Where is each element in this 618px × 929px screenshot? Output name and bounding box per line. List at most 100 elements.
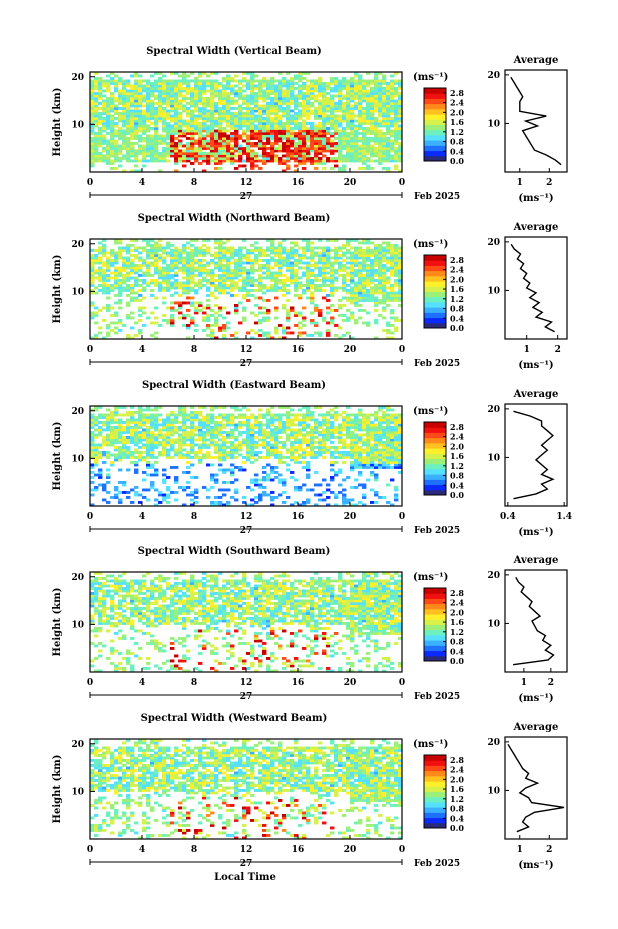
month-label: Feb 2025 xyxy=(414,692,460,702)
colorbar-tick-label: 0.4 xyxy=(450,646,464,656)
average-x-tick-label: 1 xyxy=(521,678,527,688)
average-profile-line xyxy=(513,410,555,500)
colorbar-tick-label: 1.2 xyxy=(450,127,464,137)
average-x-tick-label: 2 xyxy=(555,345,561,355)
average-profile-line xyxy=(510,243,555,333)
x-tick-label: 0 xyxy=(87,845,93,855)
average-x-label: (ms⁻¹) xyxy=(518,193,553,204)
average-title: Average xyxy=(513,55,559,66)
x-tick-label: 8 xyxy=(191,178,197,188)
colorbar-tick-label: 0.8 xyxy=(450,304,464,314)
x-tick-label: 0 xyxy=(87,345,93,355)
colorbar-unit: (ms⁻¹) xyxy=(413,406,448,417)
panel-title: Spectral Width (Southward Beam) xyxy=(138,546,331,557)
y-tick-label: 10 xyxy=(71,454,84,464)
colorbar-tick-label: 0.0 xyxy=(450,823,464,833)
colorbar-tick-label: 1.6 xyxy=(450,284,464,294)
x-tick-label: 0 xyxy=(399,345,405,355)
colorbar-tick-label: 2.4 xyxy=(450,432,464,442)
colorbar-tick-label: 0.8 xyxy=(450,471,464,481)
colorbar-tick-label: 0.0 xyxy=(450,656,464,666)
colorbar-tick-label: 1.2 xyxy=(450,461,464,471)
colorbar-tick-label: 2.4 xyxy=(450,765,464,775)
average-panel: Average 20 10 1 2 (ms⁻¹) xyxy=(487,555,568,704)
colorbar-tick-label: 2.0 xyxy=(450,607,464,617)
average-title: Average xyxy=(513,389,559,400)
colorbar-tick-label: 1.6 xyxy=(450,617,464,627)
average-x-label: (ms⁻¹) xyxy=(518,527,553,538)
colorbar-unit: (ms⁻¹) xyxy=(413,739,448,750)
panel-title: Spectral Width (Westward Beam) xyxy=(141,713,328,724)
colorbar-tick-label: 2.0 xyxy=(450,774,464,784)
average-title: Average xyxy=(513,722,559,733)
y-tick-label: 10 xyxy=(71,787,84,797)
average-y-tick-label: 10 xyxy=(487,286,500,296)
colorbar-tick-label: 0.4 xyxy=(450,813,464,823)
x-tick-label: 16 xyxy=(292,178,305,188)
average-x-label: (ms⁻¹) xyxy=(518,860,553,871)
y-tick-label: 10 xyxy=(71,287,84,297)
x-tick-label: 0 xyxy=(399,512,405,522)
average-x-tick-label: 1.4 xyxy=(556,512,572,522)
colorbar-tick-label: 2.0 xyxy=(450,107,464,117)
x-axis-label: Local Time xyxy=(214,872,276,883)
x-tick-label: 4 xyxy=(139,178,145,188)
x-tick-label: 4 xyxy=(139,512,145,522)
x-tick-label: 20 xyxy=(344,845,357,855)
y-axis-label: Height (km) xyxy=(52,755,63,824)
colorbar-unit: (ms⁻¹) xyxy=(413,72,448,83)
colorbar-tick-label: 0.8 xyxy=(450,137,464,147)
panel-1: Spectral Width (Northward Beam)2010Heigh… xyxy=(52,213,568,371)
average-title: Average xyxy=(513,222,559,233)
x-tick-label: 16 xyxy=(292,512,305,522)
average-x-tick-label: 1 xyxy=(524,345,530,355)
x-tick-label: 12 xyxy=(240,512,253,522)
y-axis-label: Height (km) xyxy=(52,588,63,657)
average-y-tick-label: 20 xyxy=(487,71,500,81)
panel-title: Spectral Width (Northward Beam) xyxy=(138,213,331,224)
colorbar-tick-label: 2.8 xyxy=(450,422,464,432)
x-tick-label: 16 xyxy=(292,345,305,355)
x-tick-label: 0 xyxy=(87,512,93,522)
panel-title: Spectral Width (Vertical Beam) xyxy=(146,46,322,57)
colorbar xyxy=(423,421,447,496)
month-label: Feb 2025 xyxy=(414,192,460,202)
colorbar-tick-label: 1.2 xyxy=(450,627,464,637)
x-tick-label: 20 xyxy=(344,178,357,188)
colorbar-tick-label: 2.4 xyxy=(450,265,464,275)
colorbar-tick-label: 2.4 xyxy=(450,98,464,108)
average-panel: Average 20 10 0.4 1.4(ms⁻¹) xyxy=(487,389,572,538)
x-tick-label: 12 xyxy=(240,178,253,188)
average-x-tick-label: 1 xyxy=(517,845,523,855)
y-axis-label: Height (km) xyxy=(52,88,63,157)
x-tick-label: 0 xyxy=(399,678,405,688)
x-tick-label: 20 xyxy=(344,512,357,522)
x-tick-label: 20 xyxy=(344,345,357,355)
panel-0: Spectral Width (Vertical Beam)2010Height… xyxy=(52,46,568,204)
date-label: 27 xyxy=(240,526,253,536)
average-panel: Average 20 10 1 2 (ms⁻¹) xyxy=(487,55,568,204)
colorbar-tick-label: 0.4 xyxy=(450,480,464,490)
average-x-label: (ms⁻¹) xyxy=(518,693,553,704)
colorbar-tick-label: 2.0 xyxy=(450,274,464,284)
average-y-tick-label: 10 xyxy=(487,119,500,129)
average-profile-line xyxy=(507,743,565,833)
colorbar xyxy=(423,87,447,162)
average-x-tick-label: 1 xyxy=(517,178,523,188)
average-profile-line xyxy=(510,76,562,166)
average-x-tick-label: 2 xyxy=(548,678,554,688)
y-tick-label: 20 xyxy=(71,407,84,417)
x-tick-label: 8 xyxy=(191,512,197,522)
x-tick-label: 0 xyxy=(399,178,405,188)
colorbar-tick-label: 0.4 xyxy=(450,146,464,156)
y-tick-label: 10 xyxy=(71,120,84,130)
panel-3: Spectral Width (Southward Beam)2010Heigh… xyxy=(52,546,568,704)
date-label: 27 xyxy=(240,859,253,869)
average-x-tick-label: 2 xyxy=(546,845,552,855)
colorbar-unit: (ms⁻¹) xyxy=(413,572,448,583)
date-label: 27 xyxy=(240,192,253,202)
colorbar-tick-label: 2.8 xyxy=(450,588,464,598)
colorbar-tick-label: 2.8 xyxy=(450,88,464,98)
panel-4: Spectral Width (Westward Beam)2010Height… xyxy=(52,713,568,871)
